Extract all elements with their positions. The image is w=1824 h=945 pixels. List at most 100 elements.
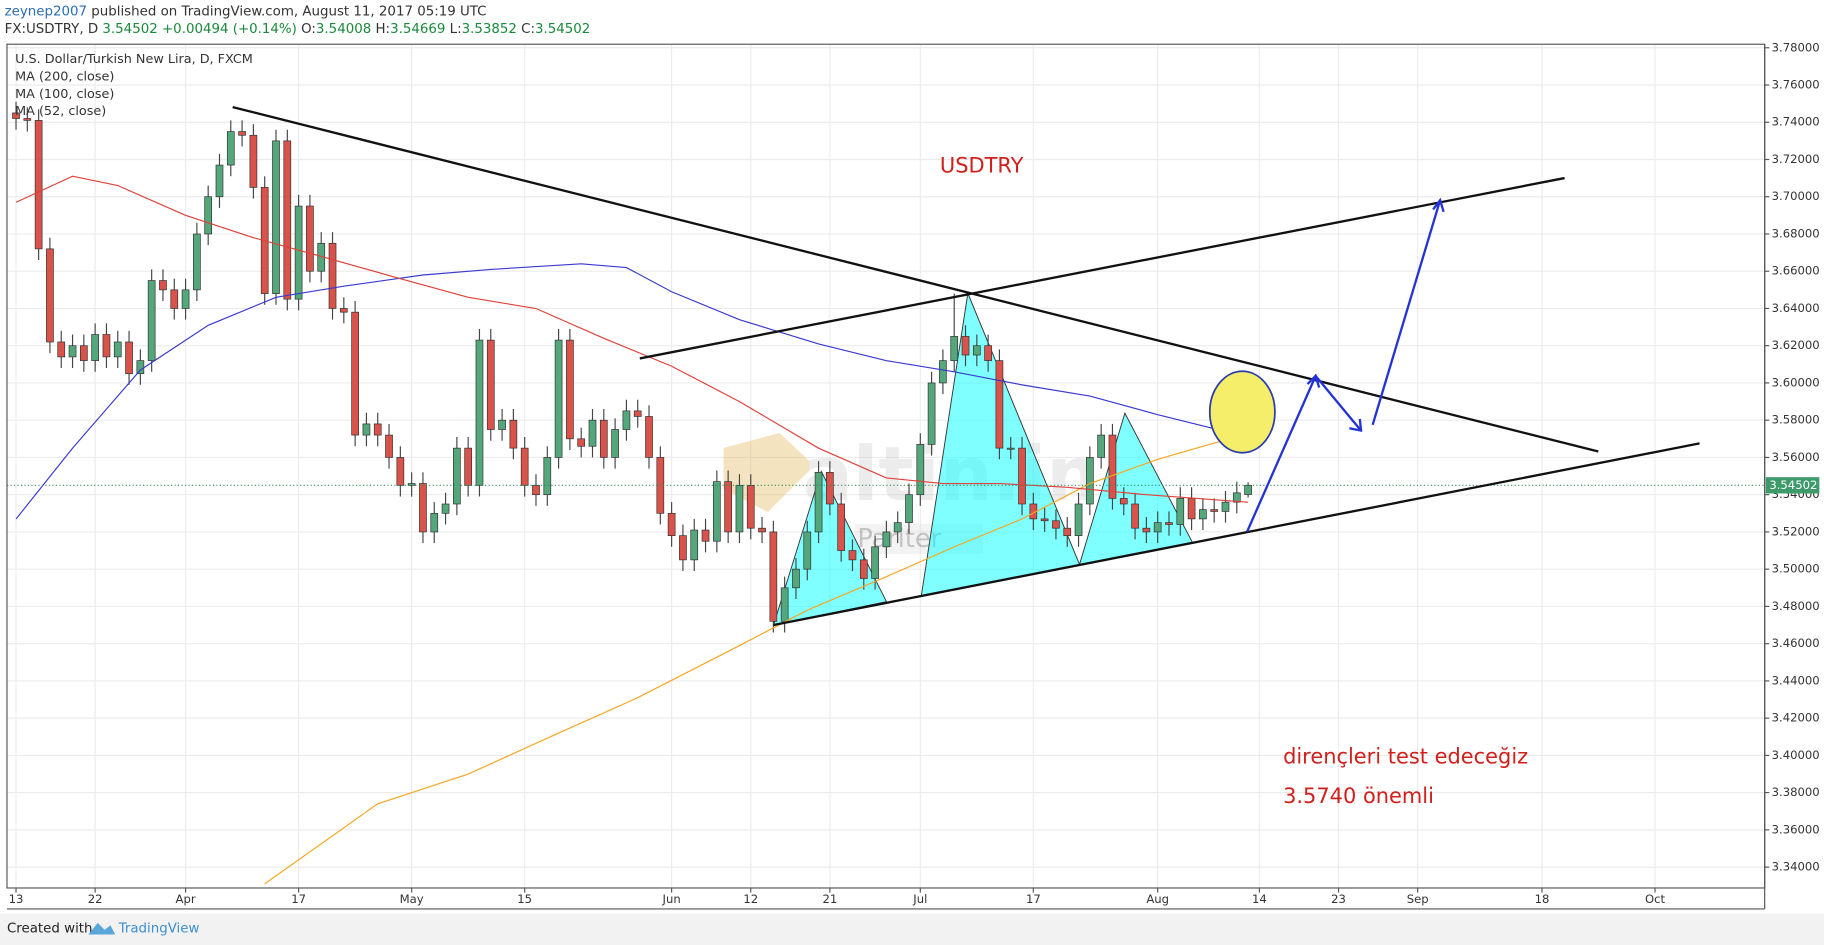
x-tick-label: 13 <box>9 892 24 906</box>
annotation: USDTRY <box>940 153 1024 177</box>
y-tick-label: 3.76000 <box>1772 78 1820 92</box>
candle-body <box>916 444 925 496</box>
last-price: 3.54502 <box>102 22 157 37</box>
candle-body <box>995 360 1004 449</box>
candle-body <box>1040 518 1049 522</box>
candle-body <box>34 120 43 250</box>
candle-body <box>249 134 258 188</box>
ma-line <box>15 175 1249 503</box>
x-tick-label: 17 <box>1026 892 1041 906</box>
candle-body <box>871 546 879 579</box>
candle-body <box>588 419 597 447</box>
y-tick-label: 3.40000 <box>1772 748 1820 762</box>
x-tick-label: 15 <box>517 892 532 906</box>
x-tick-label: Apr <box>176 892 196 906</box>
candle-body <box>419 483 427 533</box>
candle-body <box>1199 509 1207 520</box>
candle-body <box>939 360 947 384</box>
legend-entry: MA (100, close) <box>15 87 114 102</box>
trend-line <box>773 442 1700 627</box>
footer-text: Created with <box>7 922 93 937</box>
x-tick-label: Oct <box>1645 892 1666 906</box>
candle-body <box>1097 434 1105 458</box>
y-tick-label: 3.60000 <box>1772 375 1820 389</box>
candle-body <box>1119 498 1128 505</box>
candle-body <box>826 471 834 505</box>
brand-link[interactable]: TradingView <box>118 922 200 937</box>
candle-body <box>339 308 348 313</box>
candle-body <box>23 118 32 121</box>
candle-body <box>486 339 495 430</box>
arrow-head <box>1432 197 1445 213</box>
candle-body <box>102 334 111 358</box>
candle-body <box>893 522 902 533</box>
y-tick-label: 3.64000 <box>1772 301 1820 315</box>
trend-line <box>639 176 1565 360</box>
candle-body <box>735 485 744 533</box>
candle-body <box>814 471 823 533</box>
drawings: USDTRY dirençleri test edeceğiz 3.5740 ö… <box>232 105 1700 808</box>
candle-body <box>1108 434 1117 499</box>
ma-line <box>264 432 1249 885</box>
candle-body <box>645 416 653 458</box>
y-tick-label: 3.72000 <box>1772 152 1820 166</box>
legend-entry: MA (52, close) <box>15 104 106 119</box>
symbol: FX:USDTRY, D <box>5 22 99 37</box>
last-price-box <box>1765 477 1820 494</box>
ohlc-value: 3.54669 <box>390 22 445 37</box>
candle-body <box>859 559 868 579</box>
candle-body <box>679 535 687 561</box>
x-tick-label: 18 <box>1535 892 1550 906</box>
candle-body <box>577 438 586 447</box>
candle-body <box>882 531 891 548</box>
x-tick-label: Aug <box>1146 892 1169 906</box>
y-tick-label: 3.70000 <box>1772 189 1820 203</box>
candle-body <box>543 457 552 496</box>
ohlc-value: 3.54008 <box>316 22 371 37</box>
candle-body <box>430 512 439 533</box>
change: +0.00494 (+0.14%) <box>162 22 297 37</box>
candle-body <box>272 140 280 294</box>
candle-body <box>226 131 235 166</box>
candle-body <box>204 196 213 235</box>
candle-body <box>667 512 676 537</box>
candle-body <box>1210 509 1219 512</box>
ohlc-value: 3.53852 <box>462 22 517 37</box>
ma-line <box>15 263 1249 520</box>
candle-body <box>1131 503 1139 529</box>
candle-body <box>1006 447 1015 450</box>
candle-body <box>125 341 133 374</box>
candle-body <box>351 311 359 436</box>
candle-body <box>215 164 224 198</box>
candle-body <box>532 485 540 496</box>
x-tick-label: Jun <box>662 892 681 906</box>
candle-body <box>1074 503 1083 537</box>
candle-body <box>1052 520 1060 529</box>
candle-body <box>713 481 721 542</box>
candle-body <box>159 280 167 291</box>
y-tick-label: 3.36000 <box>1772 822 1820 836</box>
candle-body <box>690 529 699 561</box>
candle-body <box>475 339 484 486</box>
candle-body <box>1018 447 1026 505</box>
candle-body <box>12 112 20 119</box>
author[interactable]: zeynep2007 <box>5 5 87 20</box>
candle-body <box>80 345 88 361</box>
candle-body <box>328 242 337 309</box>
candle-body <box>599 419 608 458</box>
y-tick-label: 3.78000 <box>1772 40 1820 54</box>
publish-line: zeynep2007 published on TradingView.com,… <box>5 5 487 20</box>
candle-body <box>520 447 529 486</box>
candle-body <box>238 131 246 136</box>
annotation: dirençleri test edeceğiz <box>1283 745 1528 769</box>
marks <box>6 101 1765 885</box>
y-tick-label: 3.58000 <box>1772 413 1820 427</box>
ohlc-label: C: <box>521 22 535 37</box>
x-tick-label: May <box>400 892 424 906</box>
candle-body <box>294 205 303 300</box>
arrow-head <box>1349 418 1363 433</box>
candle-body <box>57 341 66 358</box>
y-tick-label: 3.62000 <box>1772 338 1820 352</box>
